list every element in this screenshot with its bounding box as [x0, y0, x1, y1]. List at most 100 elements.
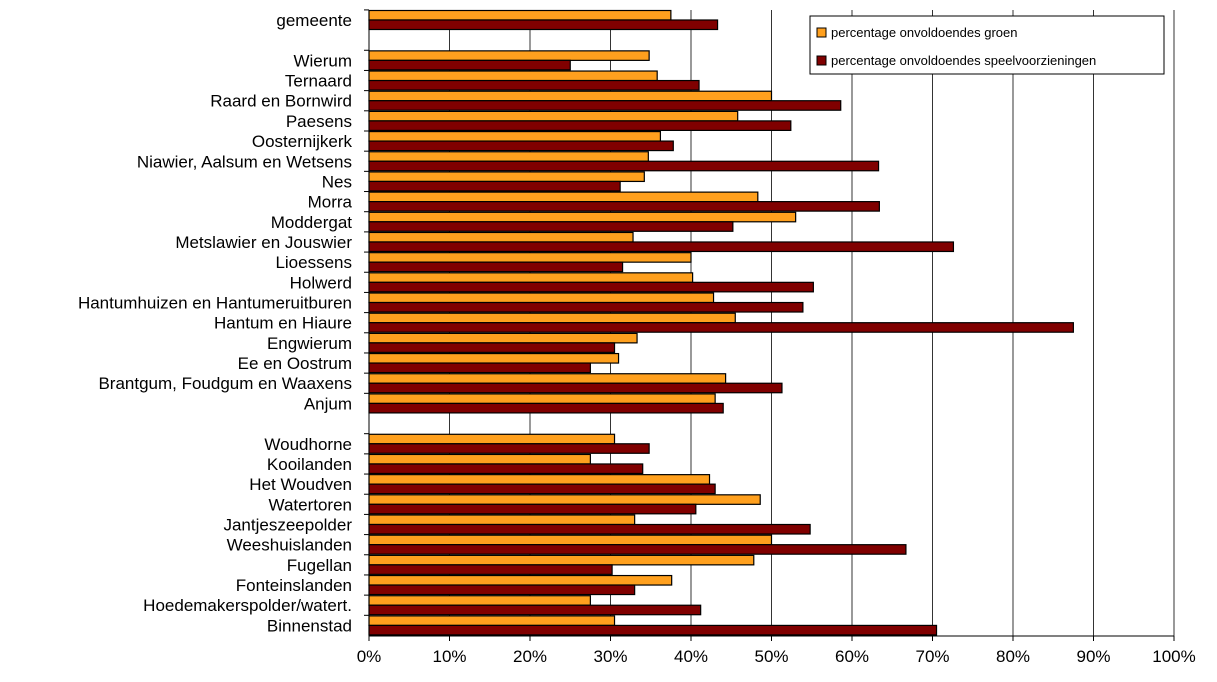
bar-groen — [368, 514, 636, 526]
bar-speelvoorzieningen — [368, 140, 674, 152]
bar-groen — [368, 595, 591, 606]
bar-speelvoorzieningen — [368, 544, 907, 555]
category-label: Hantum en Hiaure — [214, 314, 352, 333]
category-label: gemeente — [276, 11, 352, 30]
category-label: Fonteinslanden — [236, 576, 352, 595]
category-label: Moddergat — [271, 213, 353, 232]
category-label: Kooilanden — [267, 455, 352, 474]
bar-speelvoorzieningen — [368, 261, 624, 273]
category-label: Morra — [308, 193, 353, 212]
x-tick-label: 90% — [1076, 647, 1110, 666]
bar-speelvoorzieningen — [368, 322, 1074, 333]
bar-groen — [368, 615, 616, 627]
category-label: Fugellan — [287, 556, 352, 575]
bar-speelvoorzieningen — [368, 241, 955, 253]
category-label: Engwierum — [267, 334, 352, 353]
bar-speelvoorzieningen — [368, 59, 571, 71]
bar-speelvoorzieningen — [368, 624, 938, 636]
bar-speelvoorzieningen — [368, 201, 880, 212]
category-label: Anjum — [304, 394, 352, 413]
category-label: Woudhorne — [264, 435, 352, 454]
category-label: Niawier, Aalsum en Wetsens — [137, 152, 352, 171]
category-label: Nes — [322, 172, 352, 191]
legend: percentage onvoldoendes groen percentage… — [809, 15, 1165, 75]
x-tick-label: 10% — [432, 647, 466, 666]
bar-speelvoorzieningen — [368, 79, 700, 91]
bar-groen — [368, 474, 711, 485]
x-tick-label: 70% — [915, 647, 949, 666]
x-tick-label: 20% — [513, 647, 547, 666]
category-label: Binnenstad — [267, 616, 352, 635]
bar-speelvoorzieningen — [368, 463, 644, 475]
category-label: Wierum — [293, 51, 352, 70]
bar-speelvoorzieningen — [368, 100, 842, 111]
legend-box — [809, 15, 1165, 75]
legend-label-speelvoorzieningen: percentage onvoldoendes speelvoorziening… — [831, 53, 1096, 68]
bar-speelvoorzieningen — [368, 362, 591, 374]
bar-speelvoorzieningen — [368, 604, 702, 616]
bar-groen — [368, 171, 645, 183]
category-label: Ee en Oostrum — [238, 354, 352, 373]
category-label: Ternaard — [285, 72, 352, 91]
bar-speelvoorzieningen — [368, 564, 613, 575]
bar-groen — [368, 90, 773, 102]
bar-groen — [368, 252, 692, 263]
bar-speelvoorzieningen — [368, 523, 811, 535]
category-label: Het Woudven — [249, 475, 352, 494]
bar-groen — [368, 393, 716, 405]
bar-groen — [368, 151, 649, 162]
bar-groen — [368, 130, 662, 142]
x-tick-label: 0% — [357, 647, 382, 666]
category-label: Lioessens — [275, 253, 352, 272]
category-label: Hantumhuizen en Hantumeruitburen — [78, 294, 352, 313]
bar-speelvoorzieningen — [368, 443, 650, 454]
bar-groen — [368, 9, 672, 21]
bar-groen — [368, 453, 591, 465]
bar-speelvoorzieningen — [368, 19, 719, 31]
x-tick-label: 30% — [593, 647, 627, 666]
bar-groen — [368, 231, 634, 243]
bar-groen — [368, 433, 616, 445]
category-label: Holwerd — [290, 273, 352, 292]
bar-speelvoorzieningen — [368, 584, 636, 596]
bar-groen — [368, 312, 736, 324]
bar-groen — [368, 272, 694, 283]
category-label: Raard en Bornwird — [210, 92, 352, 111]
category-label: Weeshuislanden — [227, 536, 352, 555]
category-label: Brantgum, Foudgum en Waaxens — [98, 374, 352, 393]
category-label: Watertoren — [269, 495, 352, 514]
bar-speelvoorzieningen — [368, 160, 880, 172]
bar-groen — [368, 554, 755, 566]
bar-groen — [368, 332, 638, 344]
legend-swatch-speelvoorzieningen — [816, 55, 827, 66]
bar-speelvoorzieningen — [368, 180, 621, 192]
category-label: Hoedemakerspolder/watert. — [143, 596, 352, 615]
bar-groen — [368, 110, 739, 122]
bar-groen — [368, 191, 759, 203]
axis-layer: 0% 10% 20% 30% 40% 50% 60% 70% 80% 90% 100% — [357, 9, 1196, 666]
bar-speelvoorzieningen — [368, 402, 724, 414]
bar-speelvoorzieningen — [368, 281, 814, 293]
bar-groen — [368, 292, 715, 304]
category-label: Jantjeszeepolder — [223, 516, 352, 535]
x-tick-label: 60% — [835, 647, 869, 666]
bar-speelvoorzieningen — [368, 382, 783, 394]
legend-label-groen: percentage onvoldoendes groen — [831, 25, 1017, 40]
legend-swatch-groen — [816, 27, 827, 38]
bar-groen — [368, 534, 773, 546]
bar-layer — [368, 9, 1074, 636]
bar-groen — [368, 352, 620, 364]
bar-groen — [368, 50, 650, 61]
x-tick-label: 80% — [996, 647, 1030, 666]
bar-speelvoorzieningen — [368, 301, 804, 313]
x-tick-label: 50% — [754, 647, 788, 666]
bar-speelvoorzieningen — [368, 503, 697, 515]
bar-speelvoorzieningen — [368, 120, 792, 132]
bar-speelvoorzieningen — [368, 221, 734, 232]
bar-groen — [368, 373, 727, 384]
bar-speelvoorzieningen — [368, 483, 716, 495]
x-tick-label: 100% — [1152, 647, 1195, 666]
